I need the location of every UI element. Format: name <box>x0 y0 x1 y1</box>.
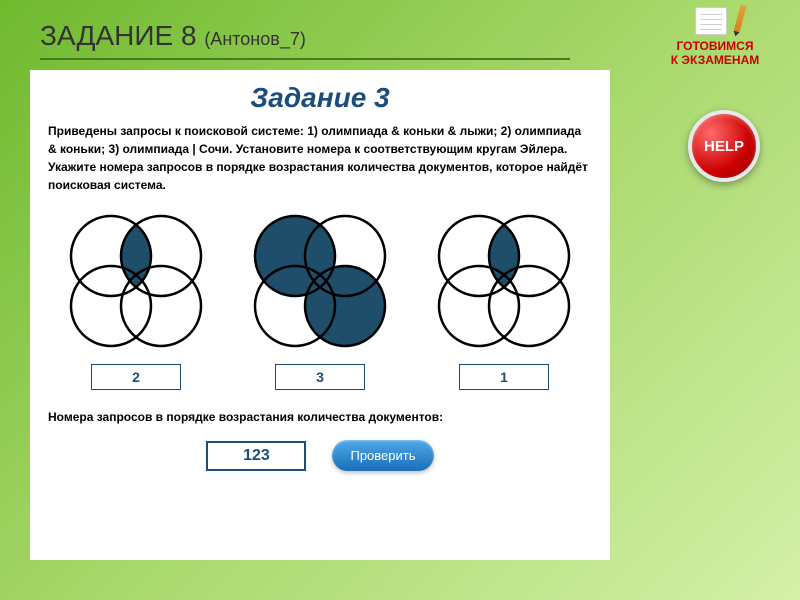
header-subtitle: (Антонов_7) <box>204 29 306 49</box>
help-button[interactable]: HELP <box>688 110 760 182</box>
answer-input[interactable] <box>206 441 306 471</box>
task-panel: Задание 3 Приведены запросы к поисковой … <box>30 70 610 560</box>
badge-text-2: К ЭКЗАМЕНАМ <box>645 53 785 67</box>
pencil-icon <box>733 5 746 34</box>
help-label: HELP <box>704 138 744 155</box>
venn-inputs-row <box>48 364 592 390</box>
answer-row: Проверить <box>48 440 592 471</box>
header-title: ЗАДАНИЕ 8 <box>40 20 197 51</box>
venn-input-1[interactable] <box>91 364 181 390</box>
venn-diagram-1 <box>51 206 221 356</box>
venn-diagram-3 <box>419 206 589 356</box>
exam-badge: ГОТОВИМСЯ К ЭКЗАМЕНАМ <box>645 5 785 68</box>
check-button[interactable]: Проверить <box>332 440 433 471</box>
order-prompt: Номера запросов в порядке возрастания ко… <box>48 410 592 424</box>
task-description: Приведены запросы к поисковой системе: 1… <box>48 122 592 194</box>
venn-diagram-2 <box>235 206 405 356</box>
header-underline <box>40 58 570 60</box>
badge-text-1: ГОТОВИМСЯ <box>645 39 785 53</box>
page-header: ЗАДАНИЕ 8 (Антонов_7) <box>40 20 306 52</box>
venn-input-2[interactable] <box>275 364 365 390</box>
panel-title: Задание 3 <box>48 82 592 114</box>
notebook-icon <box>695 5 735 35</box>
venn-row <box>48 206 592 356</box>
venn-input-3[interactable] <box>459 364 549 390</box>
